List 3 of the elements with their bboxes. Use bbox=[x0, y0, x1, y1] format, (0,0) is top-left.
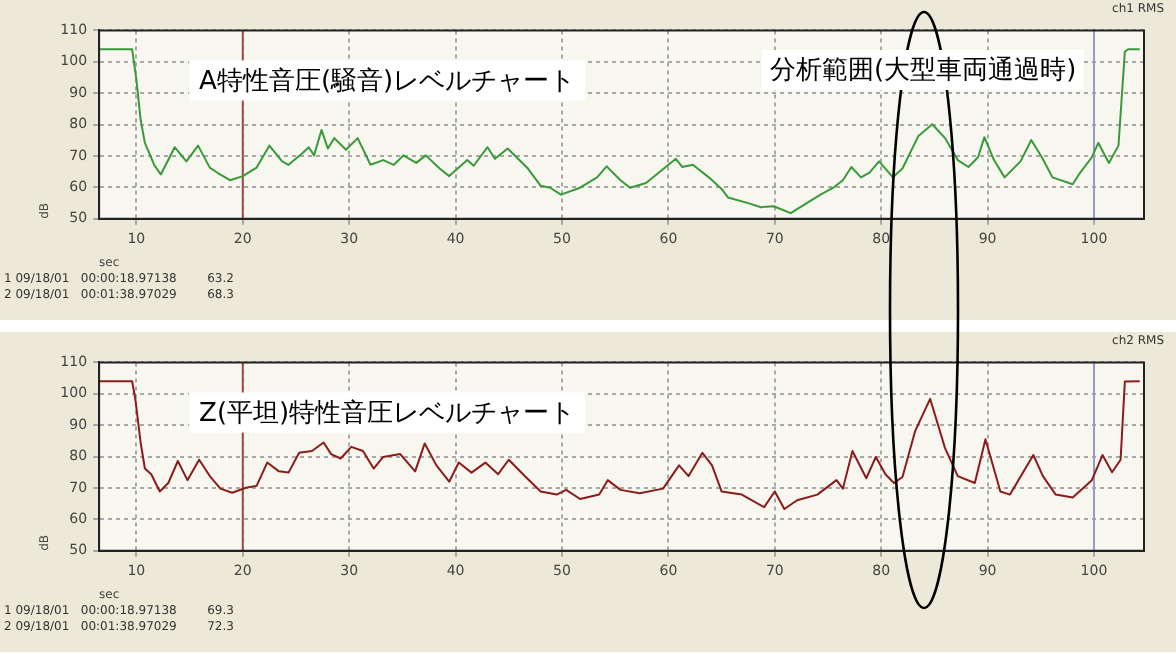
text: A特性音圧(騒音)レベルチャート bbox=[199, 67, 576, 98]
text: Z(平坦)特性音圧レベルチャート bbox=[199, 399, 576, 430]
annotation: 分析範囲(大型車両通過時) bbox=[762, 50, 1085, 91]
